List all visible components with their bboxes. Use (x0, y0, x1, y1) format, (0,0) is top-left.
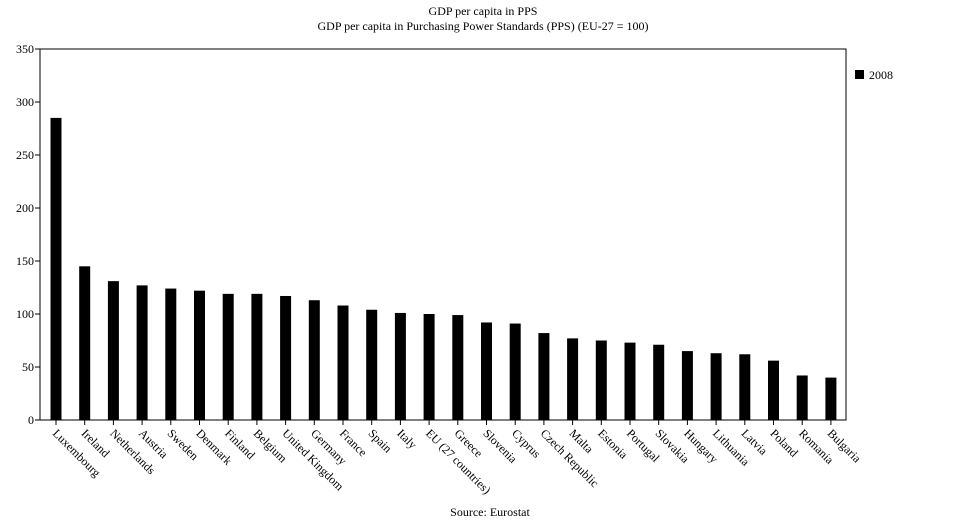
y-tick-label: 350 (16, 42, 34, 56)
x-axis-labels: LuxembourgIrelandNetherlandsAustriaSwede… (50, 420, 864, 497)
chart-subtitle: GDP per capita in Purchasing Power Stand… (318, 19, 649, 33)
bar (796, 375, 808, 420)
bar (710, 353, 722, 420)
x-category-label: Sweden (165, 426, 202, 463)
bar (768, 360, 779, 420)
bar (739, 354, 751, 420)
y-tick-label: 0 (28, 413, 34, 427)
plot-area-frame (39, 48, 847, 421)
bar (280, 295, 292, 420)
y-tick-label: 300 (16, 95, 34, 109)
bar (79, 266, 91, 420)
chart-title: GDP per capita in PPS (429, 4, 538, 18)
y-tick-label: 100 (16, 307, 34, 321)
bar (394, 312, 406, 420)
x-category-label: Spain (366, 426, 395, 455)
bar (337, 305, 349, 420)
bar (308, 300, 320, 420)
source-note: Source: Eurostat (450, 505, 530, 519)
legend: 2008 (855, 68, 893, 82)
bars (50, 117, 837, 421)
legend-swatch-2008 (855, 70, 864, 79)
bar (136, 285, 148, 420)
x-category-label: Poland (767, 426, 800, 459)
bar (481, 322, 492, 420)
bar (222, 293, 234, 420)
bar (366, 309, 378, 420)
x-category-label: Italy (394, 426, 419, 451)
legend-label-2008: 2008 (869, 68, 893, 82)
bar (107, 281, 119, 420)
bar (423, 314, 435, 420)
bar (538, 333, 550, 420)
bar (165, 288, 177, 420)
y-tick-label: 200 (16, 201, 34, 215)
bar (681, 351, 693, 420)
bar (251, 293, 263, 420)
bar (194, 290, 205, 420)
y-tick-label: 50 (22, 360, 34, 374)
bar (452, 315, 464, 420)
y-tick-label: 150 (16, 254, 34, 268)
bar (653, 344, 665, 420)
bar (509, 323, 521, 420)
bar (595, 340, 607, 420)
x-category-label: Estonia (595, 426, 631, 462)
y-axis: 0 50 100 150 200 250 300 350 (16, 42, 40, 427)
y-tick-label: 250 (16, 148, 34, 162)
bar (825, 377, 837, 420)
bar (567, 338, 579, 420)
bar (624, 342, 636, 420)
bar (50, 117, 62, 421)
